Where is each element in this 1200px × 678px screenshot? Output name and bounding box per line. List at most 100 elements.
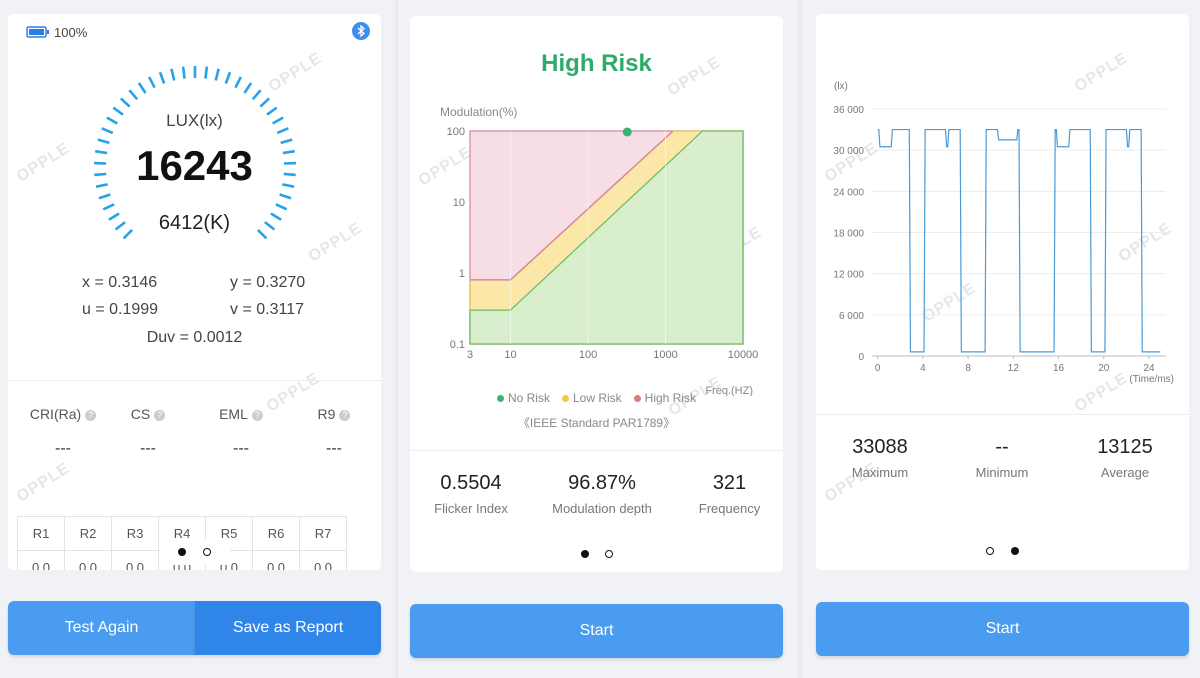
x-tick-label: 24 [1143,363,1155,374]
divider [816,414,1189,415]
metric-value: 321 [712,472,747,494]
gauge-tick [280,138,293,145]
help-icon[interactable]: ? [339,410,351,421]
gauge-tick [270,212,282,221]
gauge-tick [282,149,295,155]
r-header: R2 [64,516,112,551]
gauge-tick [251,89,262,101]
gauge-tick [95,183,108,188]
index-label: R9? [284,406,381,422]
y-tick-label: 36 000 [833,105,864,116]
waveform-line [877,128,1161,353]
legend-high-risk: High Risk [633,391,696,405]
table-row: R1 R2 R3 R4 R5 R6 R7 [17,516,347,551]
divider [8,380,381,381]
stat-average: 13125 Average [1062,436,1188,480]
no-risk-region [469,130,744,345]
lux-gauge [94,66,296,240]
metric-value: 96.87% [568,472,636,494]
gauge-tick [147,76,156,89]
gauge-tick [98,193,111,200]
y-tick-label: 24 000 [833,187,864,198]
duv-value: Duv = 0.0012 [146,329,243,346]
waveform-chart: (lx) 0 6 000 12 000 18 000 24 000 30 000 36 000… [833,81,1174,385]
x-tick-label: 100 [579,349,597,361]
y-tick-label: 6 000 [839,311,864,322]
gauge-tick [112,106,124,116]
index-label: CRI(Ra)? [13,406,113,422]
chart-ylabel: Modulation(%) [440,105,517,119]
frequency: 321 Frequency [672,472,783,516]
page-dot[interactable] [605,550,613,558]
gauge-tick [170,68,176,81]
battery-status: 100% [26,24,87,40]
battery-icon [26,26,49,38]
flicker-index: 0.5504 Flicker Index [410,472,532,516]
index-value: --- [233,440,249,457]
x-tick-label: 12 [1008,363,1020,374]
page-indicator-bg [160,539,230,565]
watermark: OPPLE [13,459,73,506]
index-value: --- [326,440,342,457]
gauge-tick [101,127,114,135]
gauge-tick [224,71,232,84]
help-icon[interactable]: ? [251,410,263,421]
index-eml: EML? --- [191,406,291,458]
stat-value: 33088 [852,436,908,458]
y-tick-label: 18 000 [833,229,864,240]
waveform-card: OPPLE OPPLE OPPLE OPPLE OPPLE OPPLE (lx)… [816,14,1189,570]
help-icon[interactable]: ? [85,410,97,421]
y-tick-label: 1 [459,268,465,280]
metric-label: Flicker Index [434,501,508,516]
stat-value: -- [995,436,1009,458]
index-cri: CRI(Ra)? --- [13,406,113,458]
x-tick-label: 8 [965,363,971,374]
stat-label: Minimum [975,465,1029,480]
gauge-tick [272,116,284,125]
gauge-tick [214,68,220,81]
gauge-tick [257,229,268,240]
coord-u: u = 0.1999 [82,301,159,318]
flicker-card: OPPLE OPPLE OPPLE OPPLE High Risk Modula… [410,16,783,572]
coord-x: x = 0.3146 [82,274,158,291]
page-dot-active[interactable] [581,550,589,558]
start-button[interactable]: Start [816,602,1189,656]
index-value: --- [140,440,156,457]
battery-percent: 100% [54,24,88,40]
gauge-tick [122,229,133,240]
x-tick-label: 4 [920,363,926,374]
page-dot[interactable] [203,548,211,556]
x-tick-label: 0 [875,363,881,374]
coord-v: v = 0.3117 [230,301,304,318]
y-tick-label: 12 000 [833,270,864,281]
test-again-button[interactable]: Test Again [8,601,195,655]
index-r9: R9? --- [284,406,381,458]
gauge-tick [94,172,107,177]
page-dot-active[interactable] [178,548,186,556]
stat-maximum: 33088 Maximum [816,436,944,480]
gauge-tick [106,116,118,125]
gauge-tick [204,66,209,79]
save-report-button[interactable]: Save as Report [195,601,381,655]
y-tick-label: 0.1 [450,339,465,351]
help-icon[interactable]: ? [154,410,166,421]
bluetooth-icon[interactable] [352,22,370,40]
x-tick-label: 16 [1053,363,1065,374]
gauge-tick [95,149,108,155]
gauge-tick [108,212,120,221]
gauge-tick [275,203,288,211]
page-dot-active[interactable] [1011,547,1019,555]
gauge-tick [102,203,115,211]
page-dot[interactable] [986,547,994,555]
modulation-depth: 96.87% Modulation depth [532,472,672,516]
gauge-tick [266,106,278,116]
y-tick-label: 30 000 [833,146,864,157]
gauge-tick [137,82,147,94]
gauge-tick [259,97,271,108]
start-button[interactable]: Start [410,604,783,658]
stat-label: Average [1100,465,1150,480]
chart-xlabel: Freq.(HZ) [705,385,753,396]
chart-legend: No Risk Low Risk High Risk [410,391,783,405]
gauge-tick [181,66,186,79]
gauge-tick [283,172,296,177]
